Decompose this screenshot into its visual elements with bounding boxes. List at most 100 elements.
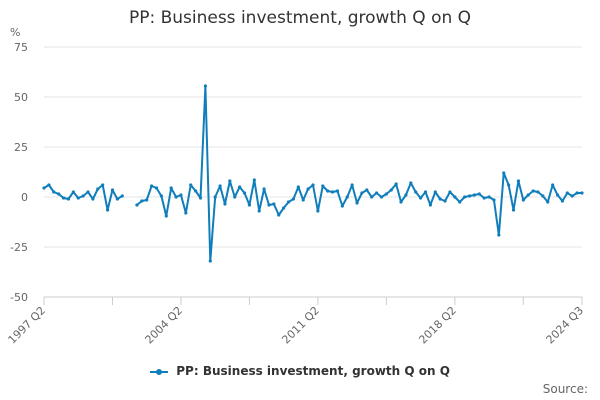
- data-point[interactable]: [262, 187, 266, 191]
- data-point[interactable]: [140, 199, 144, 203]
- data-point[interactable]: [330, 190, 335, 194]
- data-point[interactable]: [277, 213, 281, 217]
- data-point[interactable]: [551, 183, 555, 187]
- data-point[interactable]: [507, 183, 511, 187]
- data-point[interactable]: [242, 191, 247, 195]
- data-point[interactable]: [282, 206, 286, 210]
- data-point[interactable]: [301, 198, 305, 202]
- data-point[interactable]: [96, 187, 100, 191]
- data-point[interactable]: [345, 195, 349, 199]
- data-point[interactable]: [516, 179, 521, 183]
- data-point[interactable]: [296, 185, 300, 189]
- data-point[interactable]: [541, 194, 545, 198]
- data-point[interactable]: [409, 181, 413, 185]
- data-point[interactable]: [150, 184, 154, 188]
- data-point[interactable]: [560, 199, 565, 203]
- data-point[interactable]: [286, 200, 291, 204]
- data-point[interactable]: [120, 194, 124, 198]
- data-point[interactable]: [238, 185, 242, 189]
- data-point[interactable]: [218, 184, 222, 188]
- data-point[interactable]: [311, 183, 315, 187]
- data-point[interactable]: [487, 195, 491, 199]
- data-point[interactable]: [340, 204, 344, 208]
- data-point[interactable]: [335, 189, 340, 193]
- data-point[interactable]: [531, 189, 535, 193]
- data-point[interactable]: [71, 190, 75, 194]
- legend[interactable]: PP: Business investment, growth Q on Q: [0, 364, 600, 378]
- data-point[interactable]: [497, 233, 501, 237]
- data-point[interactable]: [91, 197, 95, 201]
- data-point[interactable]: [81, 194, 85, 198]
- data-point[interactable]: [184, 211, 188, 215]
- data-point[interactable]: [370, 195, 374, 199]
- data-point[interactable]: [164, 214, 168, 218]
- data-point[interactable]: [57, 192, 61, 196]
- data-point[interactable]: [384, 192, 388, 196]
- data-point[interactable]: [101, 183, 105, 187]
- data-point[interactable]: [110, 188, 115, 192]
- data-point[interactable]: [316, 209, 320, 213]
- data-point[interactable]: [42, 186, 46, 190]
- data-point[interactable]: [546, 200, 550, 204]
- data-point[interactable]: [463, 195, 467, 199]
- source-label[interactable]: Source:: [542, 382, 588, 396]
- data-point[interactable]: [433, 190, 437, 194]
- data-point[interactable]: [47, 183, 51, 187]
- data-point[interactable]: [228, 179, 232, 183]
- data-point[interactable]: [526, 193, 530, 197]
- data-point[interactable]: [257, 209, 261, 213]
- data-point[interactable]: [105, 208, 110, 212]
- data-point[interactable]: [145, 198, 149, 202]
- data-point[interactable]: [86, 190, 90, 194]
- data-point[interactable]: [291, 197, 296, 201]
- data-point[interactable]: [536, 190, 540, 194]
- data-point[interactable]: [52, 190, 56, 194]
- data-point[interactable]: [394, 182, 398, 186]
- data-point[interactable]: [570, 194, 574, 198]
- data-point[interactable]: [575, 191, 579, 195]
- data-point[interactable]: [189, 183, 193, 187]
- data-point[interactable]: [252, 178, 256, 182]
- data-point[interactable]: [355, 201, 359, 205]
- data-point[interactable]: [521, 198, 525, 202]
- data-point[interactable]: [404, 193, 408, 197]
- data-point[interactable]: [267, 203, 271, 207]
- data-point[interactable]: [135, 203, 139, 207]
- data-point[interactable]: [203, 84, 207, 88]
- data-point[interactable]: [66, 197, 71, 201]
- data-point[interactable]: [233, 195, 237, 199]
- data-point[interactable]: [272, 202, 276, 206]
- data-point[interactable]: [580, 191, 584, 195]
- data-point[interactable]: [179, 193, 183, 197]
- data-point[interactable]: [213, 195, 217, 199]
- data-point[interactable]: [477, 192, 481, 196]
- data-point[interactable]: [458, 200, 462, 204]
- data-point[interactable]: [555, 193, 560, 197]
- data-point[interactable]: [428, 203, 432, 207]
- data-point[interactable]: [511, 208, 516, 212]
- data-point[interactable]: [482, 196, 486, 200]
- data-point[interactable]: [419, 196, 423, 200]
- data-point[interactable]: [169, 186, 173, 190]
- data-point[interactable]: [423, 190, 428, 194]
- data-point[interactable]: [350, 183, 354, 187]
- data-point[interactable]: [374, 191, 379, 195]
- data-point[interactable]: [379, 195, 384, 199]
- data-point[interactable]: [61, 196, 66, 200]
- data-point[interactable]: [453, 195, 457, 199]
- data-point[interactable]: [443, 199, 447, 203]
- data-point[interactable]: [115, 197, 119, 201]
- data-point[interactable]: [154, 186, 159, 190]
- data-point[interactable]: [467, 194, 472, 198]
- data-point[interactable]: [502, 171, 506, 175]
- data-point[interactable]: [306, 187, 310, 191]
- data-point[interactable]: [365, 188, 369, 192]
- data-point[interactable]: [389, 188, 393, 192]
- data-point[interactable]: [223, 202, 227, 206]
- data-point[interactable]: [208, 259, 212, 263]
- data-point[interactable]: [438, 197, 442, 201]
- data-point[interactable]: [174, 195, 178, 199]
- data-point[interactable]: [159, 194, 163, 198]
- data-point[interactable]: [198, 196, 203, 200]
- data-point[interactable]: [194, 189, 198, 193]
